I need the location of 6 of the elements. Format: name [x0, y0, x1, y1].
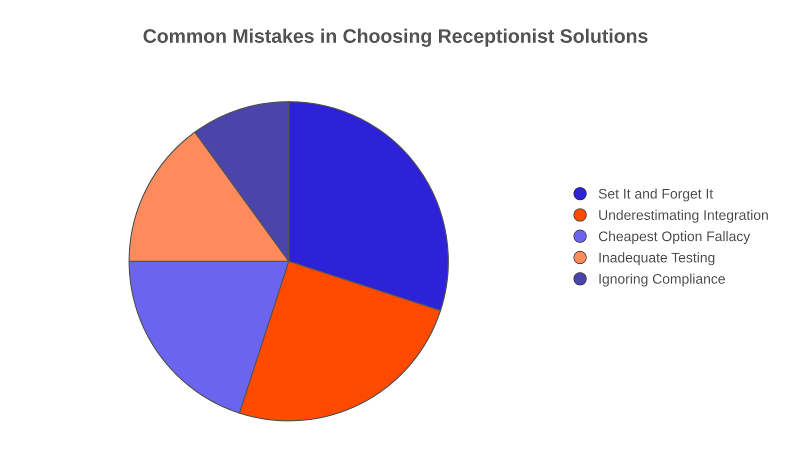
legend-label: Inadequate Testing [599, 252, 714, 266]
legend-label: Set It and Forget It [598, 188, 714, 202]
chart-title: Common Mistakes in Choosing Receptionist Solutions [144, 28, 648, 47]
legend-label: Cheapest Option Fallacy [598, 231, 750, 244]
legend-label: Underestimating Integration [599, 210, 768, 223]
legend-label: Ignoring Compliance [599, 274, 725, 287]
